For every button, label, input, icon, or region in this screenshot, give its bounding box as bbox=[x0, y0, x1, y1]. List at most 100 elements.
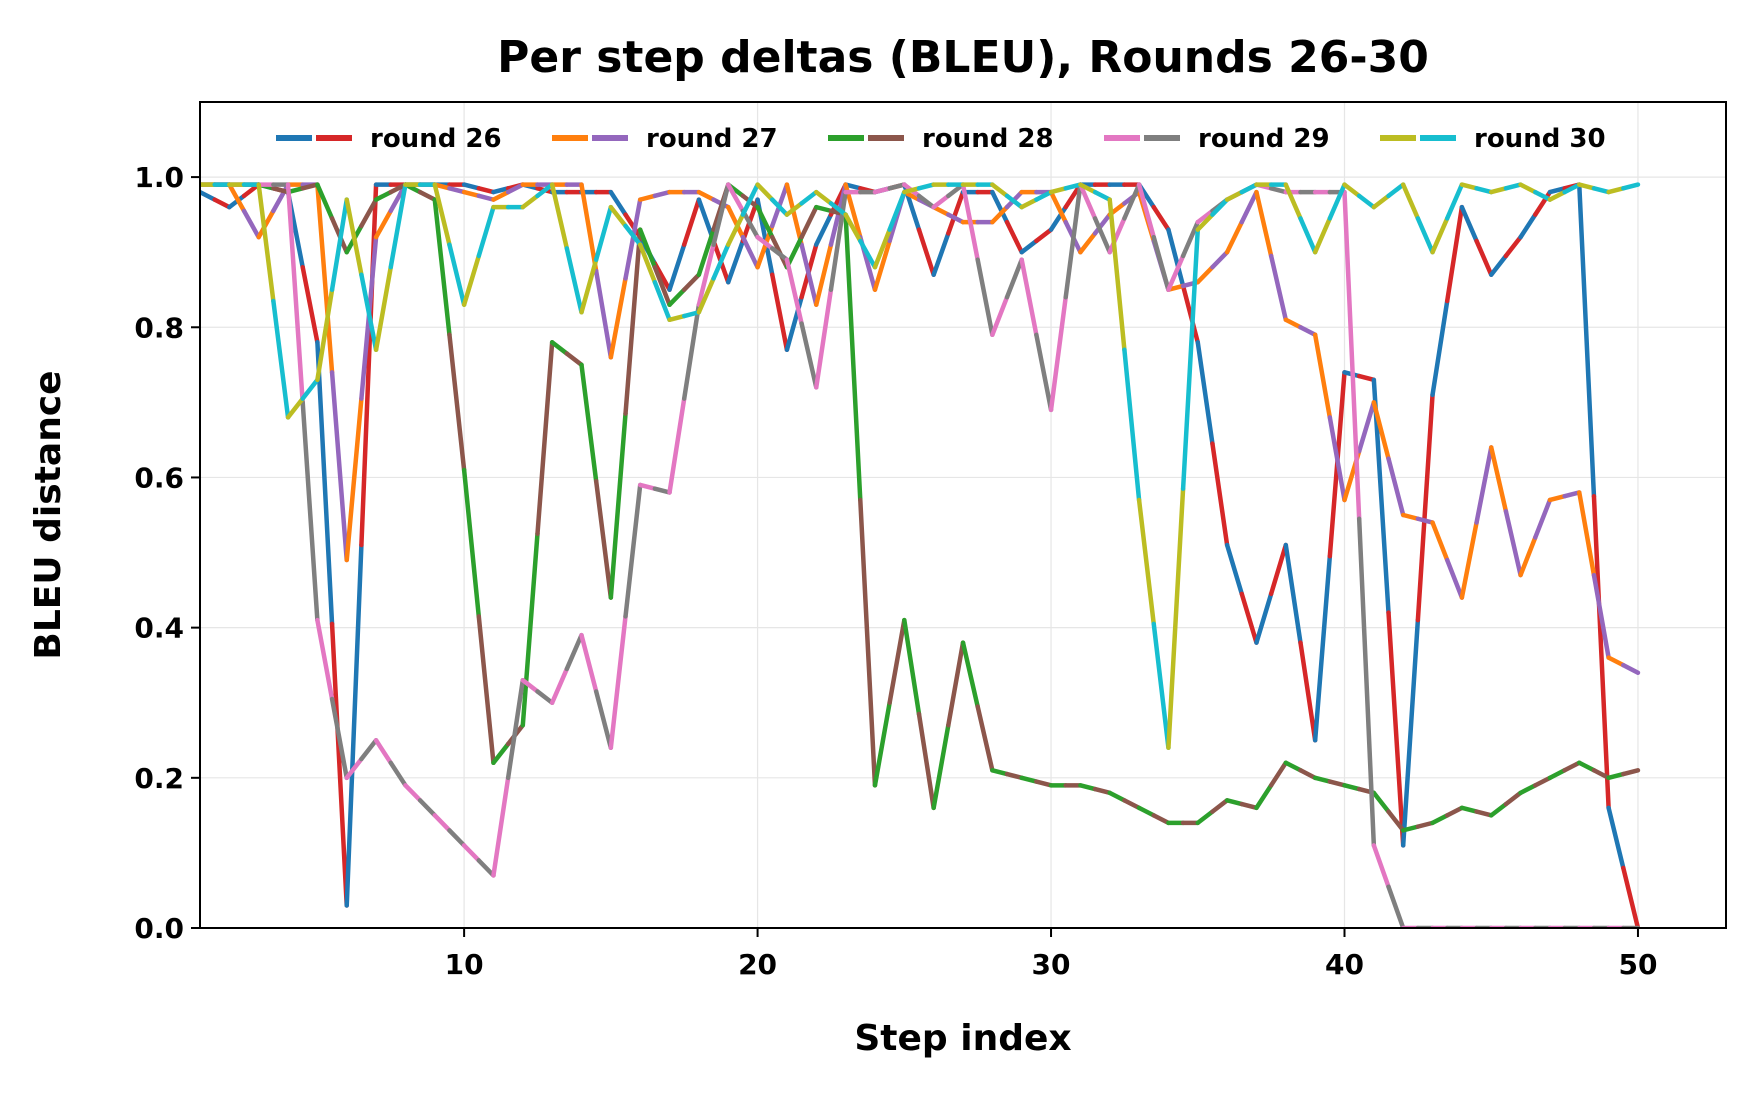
series-segment bbox=[288, 185, 303, 403]
series-segment bbox=[1447, 207, 1462, 301]
series-segment bbox=[1022, 241, 1037, 252]
series-segment bbox=[1036, 782, 1051, 786]
series-segment bbox=[1550, 770, 1565, 778]
series-segment bbox=[1521, 785, 1536, 793]
series-segment bbox=[317, 342, 332, 624]
series-segment bbox=[1623, 770, 1638, 774]
series-segment bbox=[875, 703, 890, 786]
series-segment bbox=[552, 669, 567, 703]
series-segment bbox=[1036, 230, 1051, 241]
series-segment bbox=[582, 185, 597, 271]
series-segment bbox=[1477, 241, 1492, 275]
series-segment bbox=[1227, 222, 1242, 252]
series-segment bbox=[1300, 327, 1315, 335]
series-segment bbox=[1227, 192, 1242, 200]
series-segment bbox=[405, 785, 420, 800]
legend-entry: round 26 bbox=[276, 124, 502, 154]
series-segment bbox=[464, 470, 479, 616]
series-segment bbox=[684, 200, 699, 245]
series-segment bbox=[816, 192, 831, 203]
series-segment bbox=[493, 744, 508, 763]
series-segment bbox=[670, 316, 685, 320]
legend-label: round 26 bbox=[370, 124, 502, 154]
y-axis-label: BLEU distance bbox=[28, 370, 69, 659]
series-segment bbox=[1447, 808, 1462, 816]
series-segment bbox=[1506, 237, 1521, 256]
series-segment bbox=[640, 485, 655, 489]
series-segment bbox=[802, 207, 817, 237]
series-segment bbox=[259, 185, 274, 301]
series-segment bbox=[1080, 233, 1095, 252]
series-segment bbox=[1374, 845, 1389, 886]
series-segment bbox=[420, 800, 435, 815]
series-segment bbox=[1007, 222, 1022, 252]
series-segment bbox=[670, 290, 685, 305]
series-segment bbox=[1007, 260, 1022, 298]
series-segment bbox=[244, 211, 259, 237]
legend-entry: round 29 bbox=[1104, 124, 1330, 154]
series-segment bbox=[376, 267, 391, 350]
series-segment bbox=[449, 335, 464, 470]
series-segment bbox=[582, 365, 597, 481]
series-segment bbox=[963, 643, 978, 707]
series-segment bbox=[1022, 200, 1037, 208]
series-segment bbox=[948, 192, 963, 233]
series-segment bbox=[332, 372, 347, 560]
legend-label: round 28 bbox=[922, 124, 1054, 154]
series-segment bbox=[1389, 185, 1404, 196]
series-segment bbox=[772, 275, 787, 350]
series-segment bbox=[1403, 515, 1418, 519]
series-segment bbox=[787, 260, 802, 324]
series-segment bbox=[1154, 237, 1169, 290]
series-segment bbox=[479, 207, 494, 256]
legend-entry: round 30 bbox=[1380, 124, 1606, 154]
series-segment bbox=[1403, 185, 1418, 219]
series-segment bbox=[1609, 658, 1624, 666]
series-segment bbox=[273, 301, 288, 417]
series-segment bbox=[1300, 218, 1315, 252]
series-segment bbox=[919, 714, 934, 808]
series-segment bbox=[816, 207, 831, 211]
series-segment bbox=[1080, 785, 1095, 789]
series-segment bbox=[1491, 447, 1506, 511]
series-segment bbox=[1300, 770, 1315, 778]
series-segment bbox=[1271, 188, 1286, 192]
series-segment bbox=[1212, 800, 1227, 811]
series-segment bbox=[1095, 192, 1110, 200]
series-segment bbox=[1506, 511, 1521, 575]
series-segment bbox=[802, 324, 817, 388]
series-segment bbox=[1389, 887, 1404, 928]
series-segment bbox=[802, 192, 817, 203]
series-segment bbox=[1315, 335, 1330, 418]
y-tick-label: 0.2 bbox=[134, 762, 184, 795]
series-segment bbox=[1051, 297, 1066, 410]
series-segment bbox=[479, 860, 494, 875]
y-tick-label: 0.8 bbox=[134, 311, 184, 344]
series-segment bbox=[1506, 185, 1521, 189]
series-segment bbox=[1051, 188, 1066, 192]
y-tick-label: 0.0 bbox=[134, 912, 184, 945]
series-segment bbox=[1462, 207, 1477, 241]
legend-label: round 30 bbox=[1474, 124, 1606, 154]
series-segment bbox=[1315, 218, 1330, 252]
x-tick-label: 30 bbox=[1032, 948, 1071, 981]
series-segment bbox=[1389, 613, 1404, 846]
series-segment bbox=[1403, 620, 1418, 845]
series-segment bbox=[523, 196, 538, 207]
series-segment bbox=[1491, 256, 1506, 275]
series-segment bbox=[1477, 188, 1492, 192]
series-segment bbox=[934, 233, 949, 274]
series-segment bbox=[1418, 218, 1433, 252]
series-segment bbox=[479, 188, 494, 192]
series-segment bbox=[1359, 196, 1374, 207]
series-segment bbox=[1418, 395, 1433, 620]
series-segment bbox=[420, 192, 435, 200]
legend-entry: round 28 bbox=[828, 124, 1054, 154]
series-segment bbox=[1256, 785, 1271, 808]
series-segment bbox=[992, 297, 1007, 335]
series-segment bbox=[1477, 812, 1492, 816]
series-segment bbox=[1623, 185, 1638, 189]
series-segment bbox=[200, 192, 215, 200]
series-segment bbox=[611, 278, 626, 357]
series-segment bbox=[758, 185, 773, 200]
